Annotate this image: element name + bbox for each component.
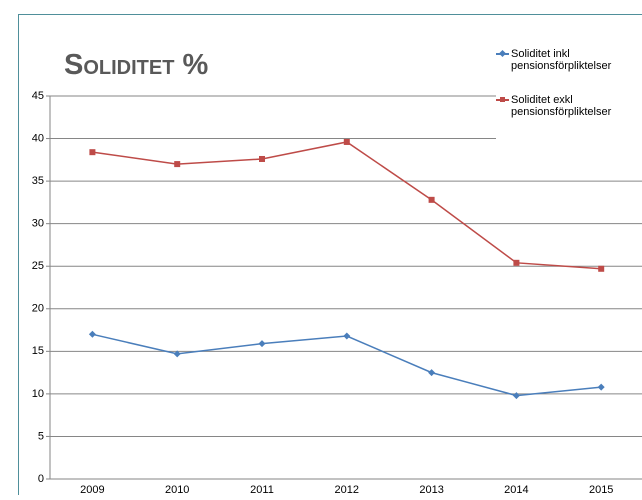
y-tick-label: 0: [38, 473, 44, 485]
y-tick-label: 35: [32, 175, 44, 187]
y-tick-label: 40: [32, 132, 44, 144]
x-tick-label: 2012: [335, 484, 359, 495]
x-tick-label: 2014: [504, 484, 528, 495]
y-tick-label: 15: [32, 345, 44, 357]
x-tick-label: 2010: [165, 484, 189, 495]
marker: [174, 161, 180, 167]
marker: [344, 139, 350, 145]
legend-item: Soliditet inkl pensionsförpliktelser: [496, 48, 642, 72]
x-tick-label: 2013: [419, 484, 443, 495]
marker: [89, 149, 95, 155]
legend-item: Soliditet exkl pensionsförpliktelser: [496, 94, 642, 118]
legend-swatch: [496, 53, 509, 55]
y-tick-label: 20: [32, 303, 44, 315]
x-tick-label: 2015: [589, 484, 613, 495]
marker: [598, 266, 604, 272]
x-tick-label: 2009: [80, 484, 104, 495]
y-tick-label: 30: [32, 218, 44, 230]
legend-label: Soliditet inkl pensionsförpliktelser: [511, 48, 641, 72]
legend-swatch: [496, 99, 509, 101]
marker: [513, 260, 519, 266]
marker: [259, 156, 265, 162]
y-tick-label: 45: [32, 90, 44, 102]
chart-title: Soliditet %: [64, 49, 209, 81]
y-tick-label: 5: [38, 430, 44, 442]
y-tick-label: 25: [32, 260, 44, 272]
x-tick-label: 2011: [250, 484, 274, 495]
legend: Soliditet inkl pensionsförpliktelser Soli…: [496, 48, 642, 140]
legend-label: Soliditet exkl pensionsförpliktelser: [511, 94, 641, 118]
marker: [429, 197, 435, 203]
y-tick-label: 10: [32, 388, 44, 400]
